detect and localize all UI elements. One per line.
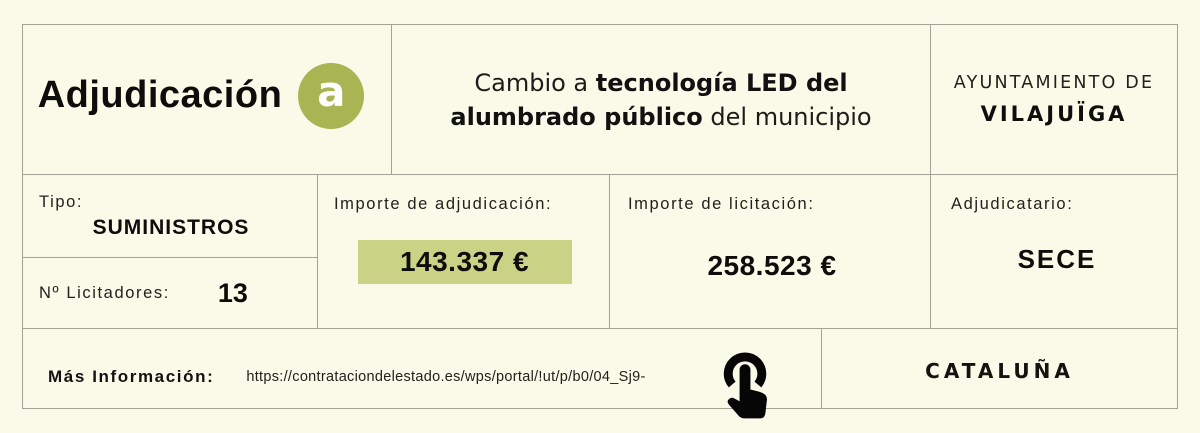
bidders-subcell: Nº Licitadores: 13: [23, 258, 317, 328]
more-info-cell: Más Información: https://contrataciondel…: [23, 329, 822, 419]
entity-name: VILAJUÏGA: [980, 102, 1128, 126]
contract-subject-cell: Cambio a tecnología LED del alumbrado pú…: [392, 25, 931, 174]
badge-letter: a: [317, 67, 346, 116]
subject-text: Cambio a: [474, 68, 596, 97]
entity-cell: AYUNTAMIENTO DE VILAJUÏGA: [931, 25, 1177, 174]
awardee-label: Adjudicatario:: [951, 195, 1074, 213]
type-value: SUMINISTROS: [92, 216, 250, 239]
award-title-cell: Adjudicación a: [23, 25, 392, 174]
region-cell: CATALUÑA: [822, 329, 1177, 408]
subject-text-bold: tecnología LED del: [595, 68, 848, 97]
award-amount-cell: Importe de adjudicación: 143.337 €: [318, 175, 610, 328]
more-info-label: Más Información:: [48, 366, 215, 386]
letter-a-badge-icon: a: [298, 62, 365, 129]
footer-row: Más Información: https://contrataciondel…: [23, 329, 1177, 419]
awardee-cell: Adjudicatario: SECE: [931, 175, 1177, 328]
subject-text: del municipio: [702, 102, 872, 131]
tender-amount-value: 258.523 €: [707, 250, 837, 281]
procurement-url-link[interactable]: https://contrataciondelestado.es/wps/por…: [246, 368, 646, 385]
type-label: Tipo:: [39, 193, 84, 211]
awardee-value: SECE: [1017, 244, 1097, 274]
tap-hand-icon[interactable]: [715, 350, 777, 424]
tender-amount-label: Importe de licitación:: [628, 195, 815, 213]
region-name: CATALUÑA: [925, 358, 1074, 383]
details-row: Tipo: SUMINISTROS Nº Licitadores: 13 Imp…: [23, 175, 1177, 329]
bidders-label: Nº Licitadores:: [39, 283, 170, 302]
award-title: Adjudicación: [37, 74, 283, 116]
type-and-bidders-cell: Tipo: SUMINISTROS Nº Licitadores: 13: [23, 175, 318, 328]
subject-line-2: alumbrado público del municipio: [450, 100, 871, 134]
award-amount-label: Importe de adjudicación:: [334, 195, 553, 213]
subject-line-1: Cambio a tecnología LED del: [474, 66, 847, 100]
tender-amount-cell: Importe de licitación: 258.523 €: [610, 175, 931, 328]
subject-text-bold: alumbrado público: [450, 102, 703, 131]
header-row: Adjudicación a Cambio a tecnología LED d…: [23, 25, 1177, 175]
type-subcell: Tipo: SUMINISTROS: [23, 175, 317, 258]
award-amount-highlight: 143.337 €: [357, 240, 572, 284]
entity-label: AYUNTAMIENTO DE: [953, 73, 1155, 93]
bidders-value: 13: [217, 277, 248, 308]
award-card: Adjudicación a Cambio a tecnología LED d…: [22, 24, 1178, 419]
award-amount-value: 143.337 €: [399, 246, 530, 277]
